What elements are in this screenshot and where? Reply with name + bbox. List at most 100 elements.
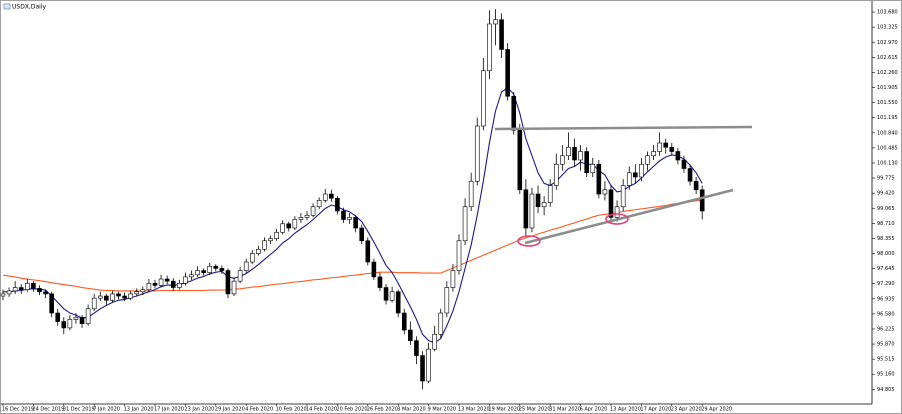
candle-body (170, 280, 176, 288)
x-tick-label: 31 Dec 2019 (63, 407, 95, 413)
candle-body (657, 142, 662, 152)
candle-body (438, 312, 444, 335)
x-tick-label: 26 Feb 2020 (367, 407, 398, 413)
y-tick-label: 94.805 (877, 387, 895, 393)
y-tick-label: 99.065 (877, 206, 895, 212)
candle-body (207, 265, 213, 273)
y-tick-label: 96.580 (877, 311, 895, 317)
candle-body (201, 270, 206, 273)
x-tick-label: 29 Jan 2020 (215, 407, 245, 413)
candle-body (408, 329, 413, 341)
y-tick-label: 95.160 (877, 372, 895, 378)
candle-body (614, 206, 620, 218)
candle-body (675, 151, 681, 161)
y-tick-label: 97.290 (877, 281, 895, 287)
candle-body (268, 238, 273, 242)
candle-body (693, 180, 699, 191)
x-tick-label: 4 Feb 2020 (245, 407, 273, 413)
candle-body (541, 202, 547, 208)
candle-body (566, 146, 571, 157)
y-tick-label: 99.420 (877, 191, 895, 197)
candle-body (353, 217, 358, 229)
y-tick-label: 98.000 (877, 251, 895, 257)
candle-body (0, 293, 6, 297)
candle-body (401, 312, 407, 331)
x-tick-label: 23 Apr 2020 (671, 407, 702, 413)
x-tick-label: 6 Apr 2020 (580, 407, 608, 413)
candle-body (249, 253, 255, 263)
candle-body (335, 197, 340, 212)
candle-body (371, 261, 377, 278)
candle-body (426, 348, 431, 382)
y-tick-label: 101.905 (877, 85, 898, 91)
candle-body (547, 185, 553, 203)
x-tick-label: 13 Mar 2020 (458, 407, 490, 413)
candle-body (37, 288, 42, 293)
candle-body (322, 193, 328, 201)
candle-body (225, 270, 231, 295)
candle-body (359, 227, 365, 242)
candle-body (468, 180, 474, 208)
candle-body (663, 142, 669, 148)
candle-body (97, 295, 103, 299)
y-tick-label: 100.485 (877, 145, 898, 151)
highlight-ellipse (517, 235, 541, 247)
candle-body (687, 168, 693, 182)
candle-body (25, 282, 30, 290)
candle-body (55, 312, 61, 322)
x-tick-label: 29 Apr 2020 (701, 407, 732, 413)
candle-body (487, 23, 492, 72)
candle-body (596, 163, 602, 195)
x-tick-label: 3 Mar 2020 (397, 407, 426, 413)
candle-body (43, 291, 48, 295)
candle-body (529, 193, 535, 229)
candle-body (584, 151, 589, 174)
candle-body (31, 282, 36, 289)
highlight-ellipse (605, 213, 629, 225)
candle-body (310, 206, 316, 216)
candle-body (316, 200, 322, 208)
y-tick-label: 99.775 (877, 176, 895, 182)
x-tick-label: 13 Apr 2020 (610, 407, 641, 413)
candle-body (158, 278, 164, 286)
candle-body (219, 268, 225, 271)
candle-body (164, 278, 170, 282)
candle-body (177, 282, 182, 288)
moving-average (2, 199, 703, 292)
x-tick-label: 24 Dec 2019 (32, 407, 64, 413)
y-tick-label: 95.870 (877, 342, 895, 348)
candle-body (432, 333, 437, 350)
candle-body (110, 293, 115, 301)
candle-body (231, 280, 237, 295)
candle-body (444, 287, 450, 314)
candle-body (73, 316, 79, 320)
candle-body (122, 295, 127, 299)
candle-body (602, 189, 608, 195)
candle-body (304, 214, 310, 218)
y-tick-label: 102.970 (877, 40, 898, 46)
candle-body (116, 293, 121, 297)
x-tick-label: 19 Mar 2020 (488, 407, 520, 413)
candle-body (365, 240, 371, 263)
support-line (524, 188, 734, 245)
candle-body (590, 163, 596, 174)
candle-body (79, 316, 85, 324)
y-tick-label: 97.645 (877, 266, 895, 272)
candle-body (341, 210, 346, 220)
candle-body (104, 295, 109, 301)
candle-body (639, 163, 644, 178)
candle-body (395, 291, 401, 314)
candle-body (140, 289, 146, 293)
y-tick-label: 96.935 (877, 296, 895, 302)
candle-body (6, 290, 12, 295)
drawn-objects (494, 125, 753, 247)
candle-body (681, 159, 687, 169)
candle-body (12, 287, 18, 292)
candle-body (505, 49, 510, 97)
candle-body (292, 219, 298, 229)
candle-body (146, 282, 152, 290)
candle-body (414, 340, 419, 356)
x-tick-label: 10 Feb 2020 (276, 407, 307, 413)
y-tick-label: 96.225 (877, 326, 895, 332)
